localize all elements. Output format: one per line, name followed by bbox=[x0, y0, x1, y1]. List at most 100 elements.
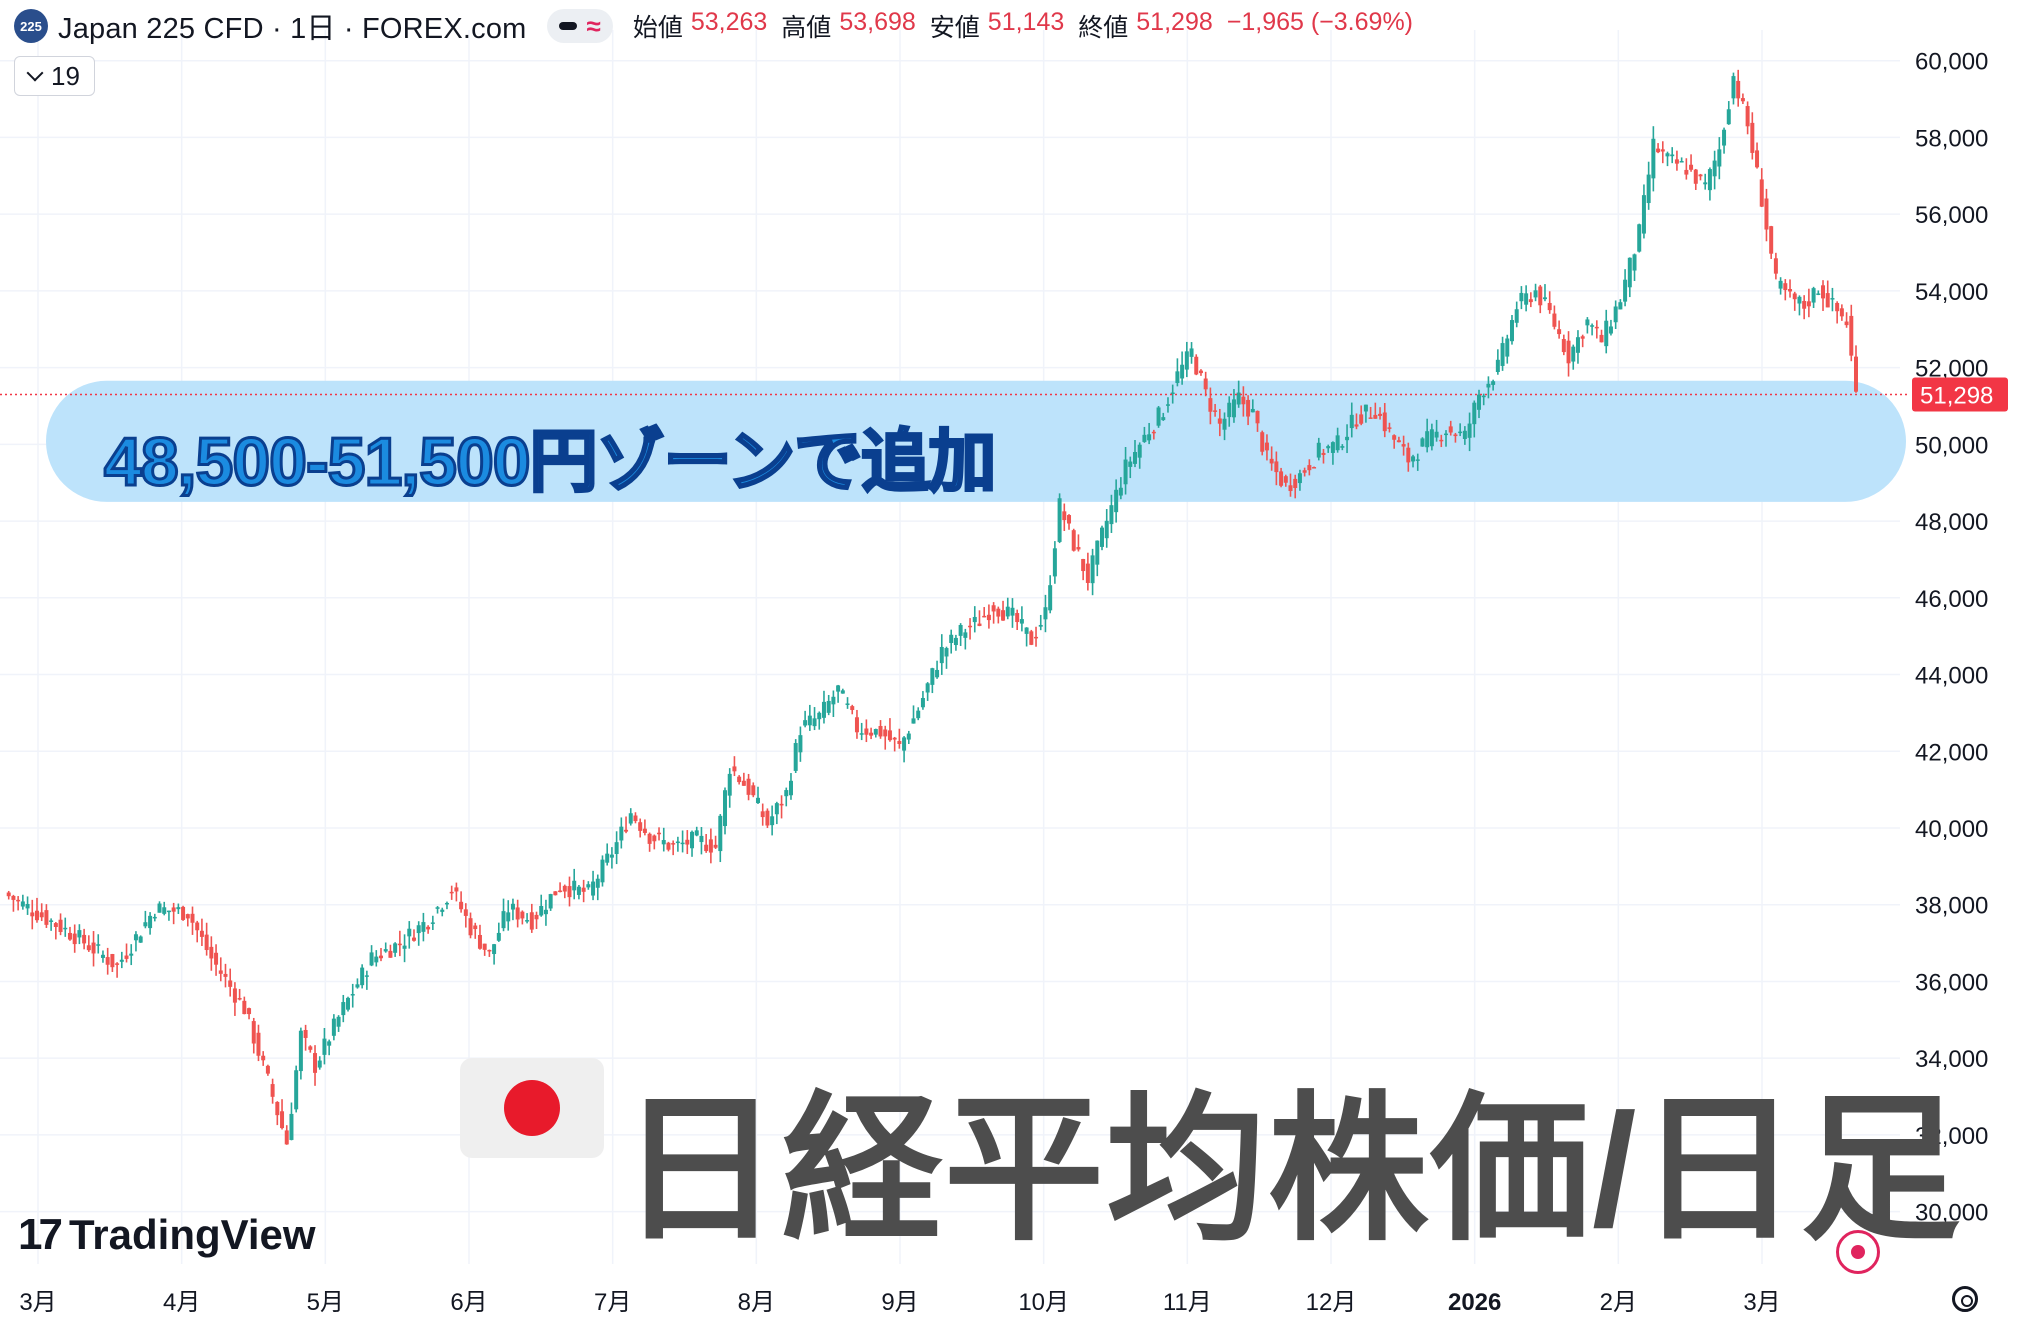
candle-body bbox=[902, 737, 907, 751]
candle-body bbox=[1415, 459, 1420, 461]
candle-body bbox=[1693, 169, 1698, 184]
candle-body bbox=[1429, 429, 1434, 447]
candle-body bbox=[906, 733, 911, 740]
y-tick-label: 40,000 bbox=[1915, 816, 1988, 843]
candle-body bbox=[803, 720, 808, 726]
candle-body bbox=[1368, 417, 1373, 419]
candle-body bbox=[553, 891, 558, 896]
candle-body bbox=[152, 916, 157, 919]
symbol-badge[interactable]: 225 bbox=[14, 9, 48, 43]
candle-body bbox=[124, 955, 129, 959]
candle-body bbox=[58, 919, 63, 932]
candle-body bbox=[1029, 631, 1034, 645]
candle-body bbox=[1095, 540, 1100, 565]
x-tick-label: 10月 bbox=[1018, 1289, 1069, 1316]
candle-body bbox=[1217, 418, 1222, 424]
candle-body bbox=[657, 832, 662, 835]
y-tick-label: 56,000 bbox=[1915, 202, 1988, 229]
candle-body bbox=[176, 907, 181, 910]
candle-body bbox=[1161, 417, 1166, 421]
candle-body bbox=[1533, 290, 1538, 298]
x-tick-label: 11月 bbox=[1163, 1289, 1212, 1316]
record-icon[interactable] bbox=[1836, 1230, 1880, 1274]
x-tick-label: 5月 bbox=[307, 1289, 344, 1316]
tradingview-wordmark: TradingView bbox=[68, 1211, 316, 1258]
candle-body bbox=[1236, 392, 1241, 405]
candle-body bbox=[1453, 434, 1458, 437]
candle-body bbox=[1778, 280, 1783, 289]
candle-body bbox=[459, 901, 464, 910]
candle-body bbox=[426, 926, 431, 930]
candle-body bbox=[228, 980, 233, 987]
candle-body bbox=[581, 887, 586, 892]
candle-body bbox=[586, 884, 591, 888]
candle-body bbox=[840, 690, 845, 694]
candle-body bbox=[190, 913, 195, 923]
candle-body bbox=[958, 625, 963, 636]
candle-body bbox=[232, 988, 237, 1003]
candle-body bbox=[336, 1016, 341, 1027]
candle-body bbox=[1076, 547, 1081, 550]
candle-body bbox=[619, 826, 624, 841]
candle-body bbox=[1566, 340, 1571, 364]
candle-body bbox=[1034, 636, 1039, 639]
candle-body bbox=[1297, 473, 1302, 484]
candle-body bbox=[1613, 306, 1618, 323]
candle-body bbox=[770, 816, 775, 826]
candle-body bbox=[1165, 404, 1170, 406]
candle-body bbox=[788, 780, 793, 796]
indicator-toggle[interactable]: 19 bbox=[14, 56, 95, 96]
y-tick-label: 46,000 bbox=[1915, 586, 1988, 613]
candle-body bbox=[444, 902, 449, 905]
candle-body bbox=[1104, 520, 1109, 539]
candle-body bbox=[746, 778, 751, 795]
candle-body bbox=[1250, 408, 1255, 413]
candle-body bbox=[275, 1101, 280, 1116]
candle-body bbox=[1750, 122, 1755, 153]
candle-body bbox=[214, 952, 219, 965]
candle-body bbox=[1128, 461, 1133, 467]
candle-body bbox=[873, 729, 878, 735]
candle-body bbox=[1434, 431, 1439, 438]
y-tick-label: 32,000 bbox=[1915, 1123, 1988, 1150]
candle-body bbox=[784, 790, 789, 797]
candle-body bbox=[1632, 254, 1637, 271]
last-price-label: 51,298 bbox=[1920, 383, 1993, 410]
x-tick-label: 3月 bbox=[19, 1289, 56, 1316]
candle-body bbox=[699, 835, 704, 843]
candle-body bbox=[1359, 414, 1364, 424]
candle-body bbox=[327, 1041, 332, 1046]
candle-body bbox=[1010, 607, 1015, 616]
candle-body bbox=[779, 803, 784, 806]
compare-pill[interactable]: ≈ bbox=[546, 9, 613, 43]
zone-annotation: 48,500-51,500円ゾーンで追加 bbox=[102, 423, 997, 502]
candle-body bbox=[1571, 346, 1576, 362]
candle-body bbox=[624, 829, 629, 832]
candle-body bbox=[605, 853, 610, 863]
candle-body bbox=[1378, 413, 1383, 416]
time-axis: 3月 4月 5月 6月 7月 8月 9月 10月 11月 12月 2026 2月 3月 bbox=[19, 1289, 1780, 1316]
gear-icon[interactable] bbox=[1952, 1286, 1978, 1312]
high-value: 53,698 bbox=[839, 8, 916, 36]
chevron-down-icon bbox=[26, 64, 44, 82]
candle-body bbox=[237, 998, 242, 1000]
candle-body bbox=[1486, 383, 1491, 388]
tradingview-logo[interactable]: 17 TradingView bbox=[18, 1210, 316, 1260]
candle-body bbox=[1759, 179, 1764, 207]
candle-body bbox=[265, 1065, 270, 1074]
candle-body bbox=[261, 1055, 266, 1061]
candle-body bbox=[1043, 607, 1048, 620]
candle-body bbox=[1580, 336, 1585, 339]
candle-body bbox=[1227, 402, 1232, 418]
candle-body bbox=[1015, 613, 1020, 623]
candle-body bbox=[1627, 257, 1632, 288]
candle-body bbox=[1425, 431, 1430, 448]
candle-body bbox=[1726, 109, 1731, 125]
candle-body bbox=[1500, 343, 1505, 366]
candle-body bbox=[713, 844, 718, 848]
candle-body bbox=[1194, 356, 1199, 375]
candle-body bbox=[1330, 442, 1335, 453]
symbol-title[interactable]: Japan 225 CFD · 1日 · FOREX.com bbox=[58, 13, 527, 45]
candle-body bbox=[1830, 298, 1835, 300]
